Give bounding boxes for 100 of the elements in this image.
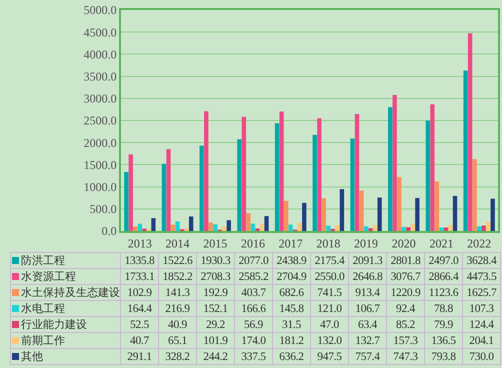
bar xyxy=(392,95,397,231)
legend-label: 水电工程 xyxy=(21,302,65,315)
bar xyxy=(490,198,495,231)
bar xyxy=(151,218,156,231)
data-label: 192.9 xyxy=(196,284,234,300)
data-label: 141.3 xyxy=(158,284,196,300)
data-label: 92.4 xyxy=(386,300,424,316)
bar xyxy=(317,118,322,231)
data-label: 730.0 xyxy=(462,348,500,364)
x-tick-label: 2013 xyxy=(128,236,152,250)
bar xyxy=(200,146,204,231)
x-tick-label: 2022 xyxy=(467,236,492,250)
bar xyxy=(204,111,208,231)
data-label: 40.9 xyxy=(158,316,196,332)
x-tick-label: 2019 xyxy=(354,236,378,250)
y-tick-label: 4000.0 xyxy=(84,47,117,62)
data-label: 63.4 xyxy=(348,316,386,332)
bar xyxy=(368,228,373,231)
y-tick-label: 500.0 xyxy=(90,202,117,216)
bar xyxy=(264,216,269,231)
data-label: 1220.9 xyxy=(386,284,424,300)
data-label: 1733.1 xyxy=(120,268,158,284)
x-tick-label: 2018 xyxy=(316,236,340,250)
x-tick-label: 2021 xyxy=(429,236,454,250)
bar xyxy=(397,177,402,231)
data-label: 157.3 xyxy=(386,332,424,348)
data-label: 2175.4 xyxy=(310,252,348,268)
data-label: 2866.4 xyxy=(424,268,462,284)
data-label: 337.5 xyxy=(234,348,272,364)
data-label: 1335.8 xyxy=(120,252,158,268)
bar xyxy=(188,216,194,231)
bar xyxy=(133,226,138,231)
legend-label: 水资源工程 xyxy=(21,270,76,283)
data-label: 1930.3 xyxy=(196,252,234,268)
bar xyxy=(162,164,166,231)
data-label: 2091.3 xyxy=(348,252,386,268)
data-label: 1123.6 xyxy=(424,284,462,300)
legend-label: 前期工作 xyxy=(21,334,65,347)
bar xyxy=(430,104,435,231)
data-label: 166.6 xyxy=(234,300,272,316)
bar xyxy=(166,149,171,231)
bar xyxy=(439,228,444,231)
x-tick-label: 2017 xyxy=(278,236,303,250)
data-label: 85.2 xyxy=(386,316,424,332)
bar xyxy=(377,198,382,231)
bar xyxy=(128,154,133,231)
data-label: 757.4 xyxy=(348,348,386,364)
bar xyxy=(350,138,355,231)
y-tick-label: 2500.0 xyxy=(84,114,117,128)
data-label: 403.7 xyxy=(234,284,272,300)
data-label: 164.4 xyxy=(120,300,158,316)
data-label: 793.8 xyxy=(424,348,462,364)
data-label: 107.3 xyxy=(462,300,500,316)
y-tick-label: 2000.0 xyxy=(84,136,117,150)
y-tick-label: 3500.0 xyxy=(84,70,117,84)
bar xyxy=(124,172,128,231)
data-label: 56.9 xyxy=(234,316,272,332)
data-label: 4473.5 xyxy=(462,268,500,284)
data-label: 40.7 xyxy=(120,332,158,348)
legend-label: 水土保持及生态建设 xyxy=(21,286,120,299)
data-label: 636.2 xyxy=(272,348,310,364)
data-label: 181.2 xyxy=(272,332,310,348)
bar xyxy=(388,107,392,231)
y-tick-label: 5000.0 xyxy=(84,3,117,18)
bar xyxy=(298,222,302,231)
data-label: 124.4 xyxy=(462,316,500,332)
data-label: 2550.0 xyxy=(310,268,348,284)
bar xyxy=(274,123,280,231)
data-label: 136.5 xyxy=(424,332,462,348)
data-label: 2708.3 xyxy=(196,268,234,284)
bar xyxy=(242,116,246,231)
data-label: 2438.9 xyxy=(272,252,310,268)
y-tick-label: 3000.0 xyxy=(84,92,117,106)
bar xyxy=(486,222,490,231)
data-label: 2077.0 xyxy=(234,252,272,268)
bar xyxy=(472,159,477,231)
x-tick-label: 2015 xyxy=(203,236,228,250)
bar xyxy=(302,202,306,231)
bar xyxy=(452,196,458,231)
data-label: 328.2 xyxy=(158,348,196,364)
data-label: 682.6 xyxy=(272,284,310,300)
bar xyxy=(477,226,482,231)
bar xyxy=(260,223,264,231)
data-label: 747.3 xyxy=(386,348,424,364)
data-label: 244.2 xyxy=(196,348,234,364)
data-label: 174.0 xyxy=(234,332,272,348)
bar xyxy=(255,228,260,231)
data-label: 132.0 xyxy=(310,332,348,348)
bar xyxy=(312,134,317,231)
data-label: 216.9 xyxy=(158,300,196,316)
bar xyxy=(448,224,453,231)
data-label: 47.0 xyxy=(310,316,348,332)
x-tick-label: 2014 xyxy=(166,236,190,250)
data-label: 741.5 xyxy=(310,284,348,300)
bar xyxy=(322,198,326,231)
data-label: 947.5 xyxy=(310,348,348,364)
data-label: 204.1 xyxy=(462,332,500,348)
bar xyxy=(444,227,448,231)
data-label: 3628.4 xyxy=(462,252,500,268)
data-label: 102.9 xyxy=(120,284,158,300)
